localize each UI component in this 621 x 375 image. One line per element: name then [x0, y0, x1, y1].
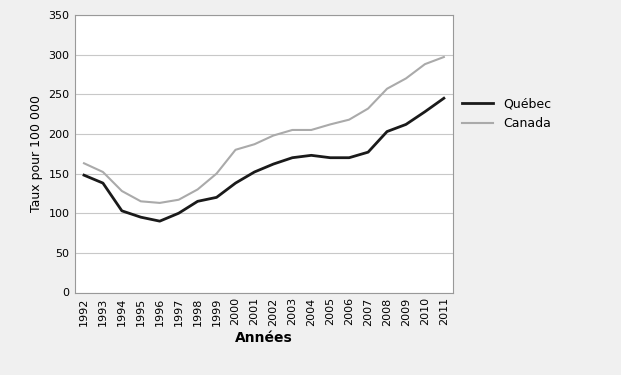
Québec	[194, 199, 201, 204]
Québec	[232, 181, 239, 185]
Québec	[175, 211, 183, 216]
Québec	[80, 173, 88, 177]
Canada	[327, 122, 334, 127]
Canada	[99, 170, 107, 174]
Québec	[251, 170, 258, 174]
Line: Canada: Canada	[84, 57, 444, 203]
Québec	[289, 156, 296, 160]
Québec	[402, 122, 410, 127]
Québec	[421, 110, 428, 114]
Canada	[289, 128, 296, 132]
Canada	[365, 106, 372, 111]
Québec	[307, 153, 315, 158]
Canada	[383, 87, 391, 91]
Canada	[118, 189, 125, 193]
Québec	[327, 156, 334, 160]
Québec	[99, 181, 107, 185]
Québec	[213, 195, 220, 200]
Québec	[118, 209, 125, 213]
Canada	[307, 128, 315, 132]
Canada	[156, 201, 163, 205]
Canada	[194, 187, 201, 192]
Line: Québec: Québec	[84, 98, 444, 221]
Canada	[80, 161, 88, 165]
Canada	[213, 171, 220, 176]
Y-axis label: Taux pour 100 000: Taux pour 100 000	[30, 95, 43, 212]
Canada	[232, 147, 239, 152]
Canada	[402, 76, 410, 81]
Québec	[365, 150, 372, 154]
Québec	[345, 156, 353, 160]
X-axis label: Années: Années	[235, 331, 292, 345]
Canada	[421, 62, 428, 66]
Canada	[175, 198, 183, 202]
Canada	[440, 55, 448, 59]
Canada	[251, 142, 258, 147]
Québec	[137, 215, 145, 219]
Legend: Québec, Canada: Québec, Canada	[457, 93, 556, 135]
Canada	[137, 199, 145, 204]
Canada	[345, 117, 353, 122]
Québec	[440, 96, 448, 100]
Canada	[270, 133, 277, 138]
Québec	[383, 129, 391, 134]
Québec	[156, 219, 163, 224]
Québec	[270, 162, 277, 166]
